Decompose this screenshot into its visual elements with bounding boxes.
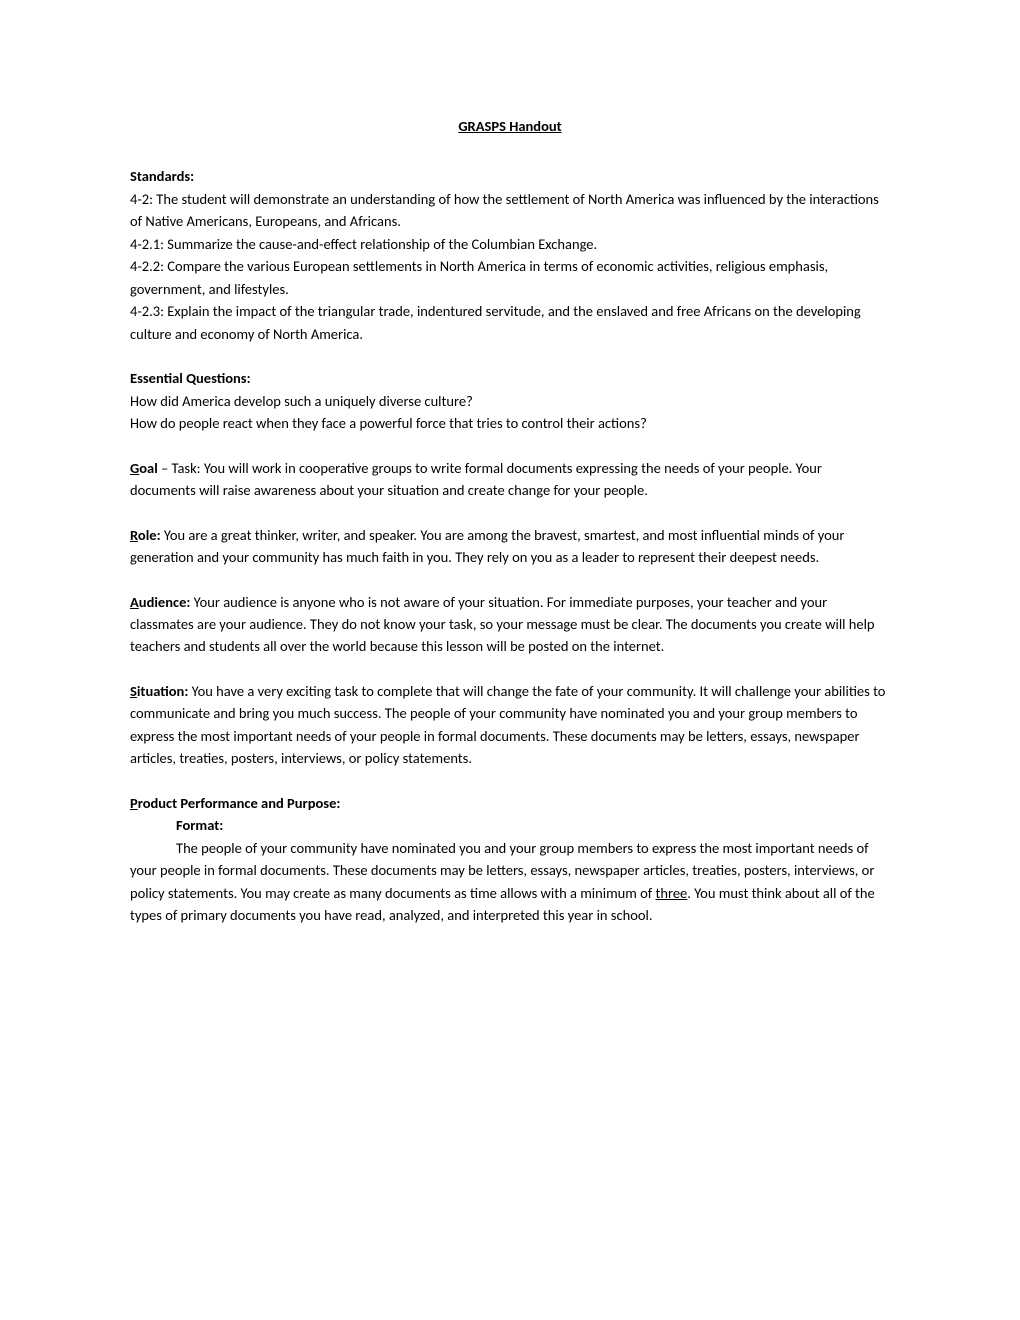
goal-letter: G — [130, 459, 139, 477]
product-section: Product Performance and Purpose: Format:… — [130, 792, 890, 927]
role-section: Role: You are a great thinker, writer, a… — [130, 524, 890, 569]
essential-questions-label: Essential Questions: — [130, 367, 890, 389]
product-body: The people of your community have nomina… — [130, 837, 890, 927]
product-underlined: three — [655, 884, 687, 902]
format-label: Format: — [176, 814, 890, 836]
goal-section: Goal – Task: You will work in cooperativ… — [130, 457, 890, 502]
audience-letter: A — [130, 593, 139, 611]
standard-item: 4-2.3: Explain the impact of the triangu… — [130, 300, 890, 345]
essential-question: How did America develop such a uniquely … — [130, 390, 890, 412]
audience-body: Your audience is anyone who is not aware… — [130, 593, 875, 656]
goal-sep: – Task: — [158, 459, 204, 477]
product-rest: roduct Performance and Purpose: — [138, 794, 341, 812]
role-rest: ole: — [138, 526, 161, 544]
role-body: You are a great thinker, writer, and spe… — [130, 526, 844, 566]
audience-rest: udience: — [139, 593, 191, 611]
situation-letter: S — [130, 682, 137, 700]
goal-rest: oal — [139, 459, 158, 477]
goal-body: You will work in cooperative groups to w… — [130, 459, 822, 499]
role-letter: R — [130, 526, 138, 544]
essential-questions-section: Essential Questions: How did America dev… — [130, 367, 890, 434]
essential-question: How do people react when they face a pow… — [130, 412, 890, 434]
situation-rest: ituation: — [137, 682, 188, 700]
product-letter: P — [130, 794, 138, 812]
situation-section: Situation: You have a very exciting task… — [130, 680, 890, 770]
standard-item: 4-2.1: Summarize the cause-and-effect re… — [130, 233, 890, 255]
audience-section: Audience: Your audience is anyone who is… — [130, 591, 890, 658]
standards-label: Standards: — [130, 165, 890, 187]
standard-item: 4-2: The student will demonstrate an und… — [130, 188, 890, 233]
standards-section: Standards: 4-2: The student will demonst… — [130, 165, 890, 345]
standard-item: 4-2.2: Compare the various European sett… — [130, 255, 890, 300]
page-title: GRASPS Handout — [130, 115, 890, 137]
situation-body: You have a very exciting task to complet… — [130, 682, 885, 767]
